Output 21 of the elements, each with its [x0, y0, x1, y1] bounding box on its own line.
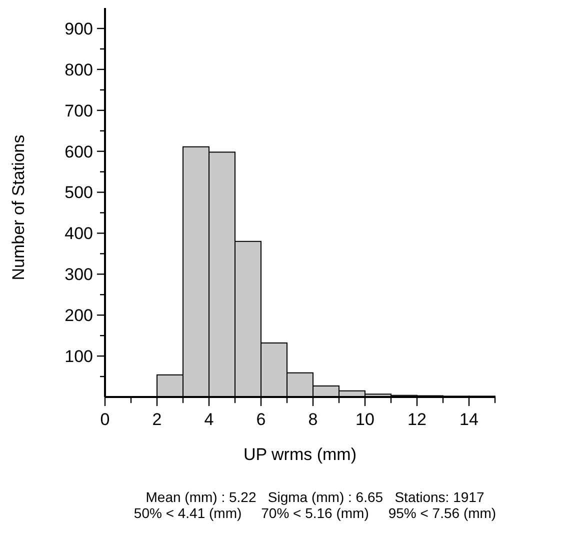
y-tick-label: 700 [64, 101, 93, 120]
x-tick-label: 12 [408, 410, 426, 429]
x-tick-label: 6 [256, 410, 266, 429]
x-tick-label: 10 [356, 410, 374, 429]
x-tick-label: 14 [460, 410, 478, 429]
y-axis-title: Number of Stations [9, 134, 28, 280]
y-tick-label: 400 [64, 224, 93, 244]
text: 50% < 4.41 (mm) 70% < 5.16 (mm) 95% < 7.56 (mm) [134, 505, 496, 521]
x-tick-label: 2 [152, 410, 162, 429]
y-tick-label: 900 [64, 19, 93, 38]
x-tick-label: 8 [308, 410, 318, 429]
y-tick-label: 200 [64, 306, 93, 326]
text: Mean (mm) : 5.22 Sigma (mm) : 6.65 Stations: 1917 [146, 489, 484, 505]
y-tick-label: 600 [64, 142, 93, 162]
y-tick-label: 500 [64, 183, 93, 202]
y-tick-label: 800 [64, 60, 93, 80]
x-tick-label: 4 [204, 410, 214, 429]
x-tick-label: 0 [100, 410, 110, 429]
x-axis-title: UP wrms (mm) [244, 445, 356, 464]
y-tick-label: 100 [64, 347, 93, 366]
y-tick-label: 300 [64, 265, 93, 284]
